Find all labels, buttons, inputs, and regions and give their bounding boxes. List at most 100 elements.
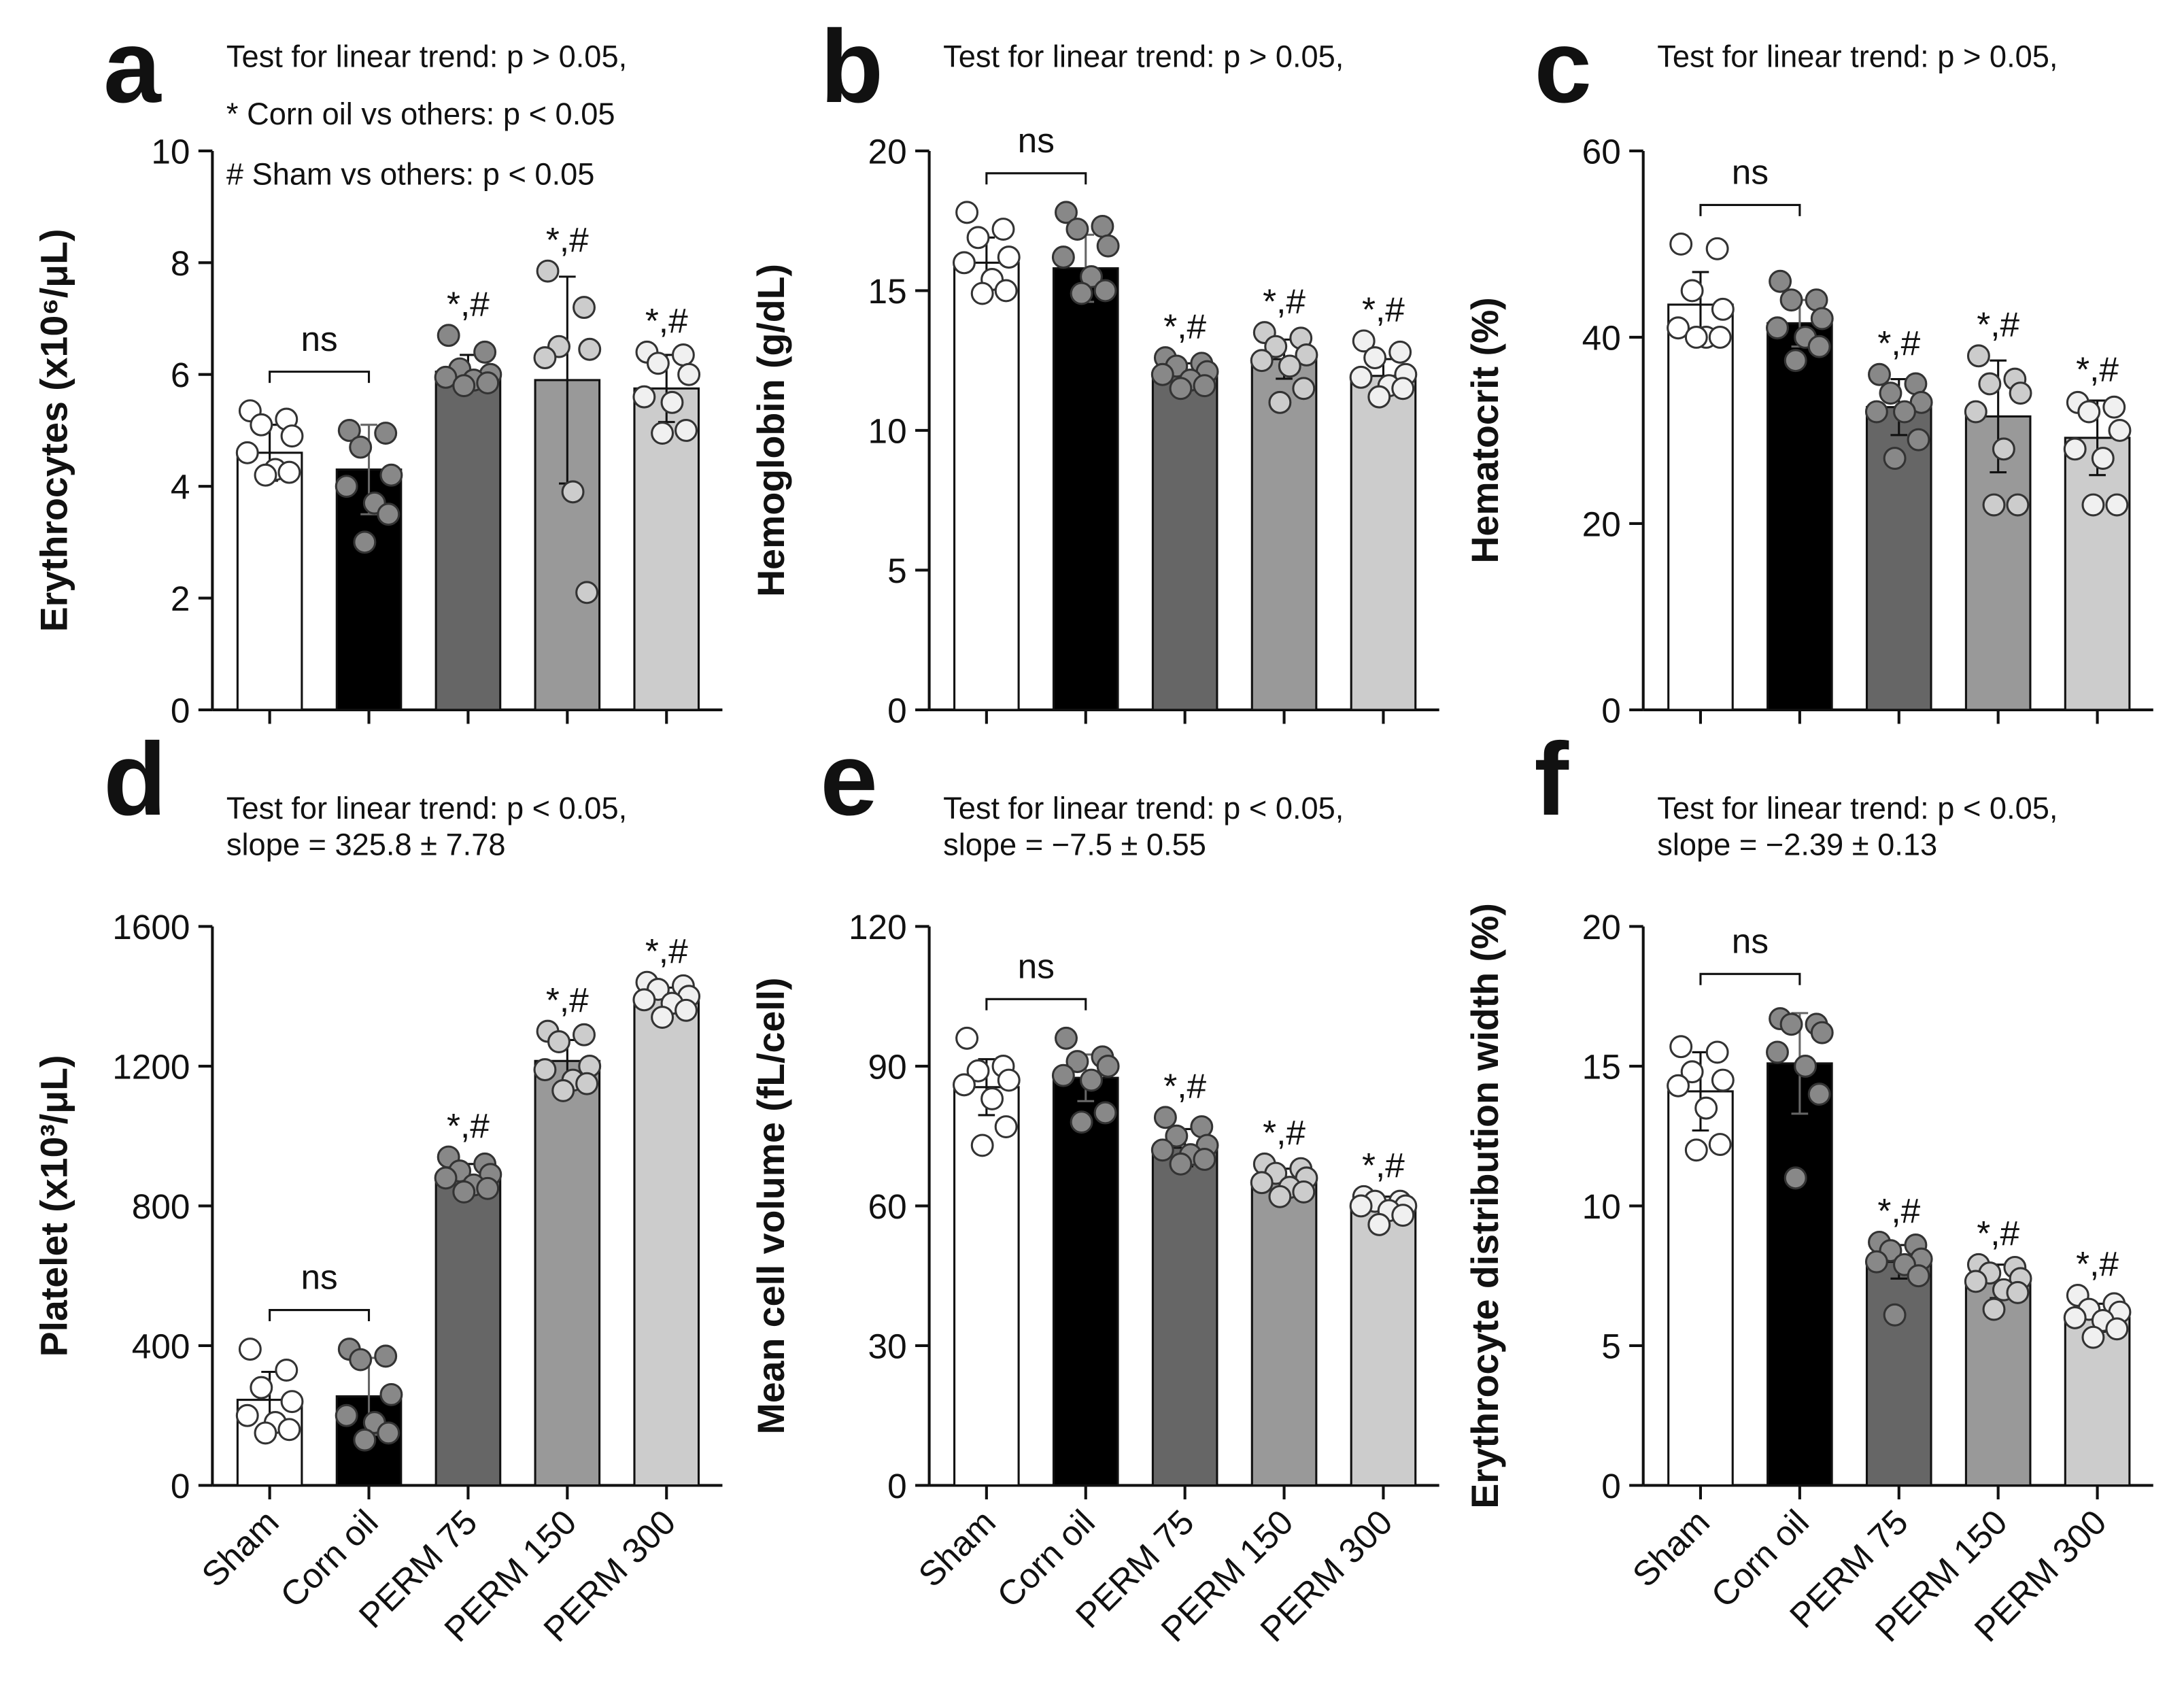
data-point: [1091, 214, 1114, 238]
data-point: [1150, 1138, 1174, 1162]
data-point: [1268, 390, 1292, 414]
data-point: [2108, 418, 2132, 442]
bar: [1250, 1179, 1318, 1487]
data-point: [2077, 400, 2101, 424]
data-point: [1153, 1106, 1177, 1129]
data-point: [1150, 362, 1174, 386]
y-tick-label: 30: [868, 1326, 907, 1365]
data-point: [379, 463, 403, 487]
data-point: [675, 998, 698, 1022]
data-point: [337, 418, 361, 442]
data-point: [1051, 245, 1075, 269]
data-point: [1864, 1250, 1888, 1274]
data-point: [353, 1428, 377, 1452]
data-point: [1680, 1060, 1704, 1084]
data-point: [1193, 374, 1216, 398]
y-tick-label: 20: [868, 131, 907, 171]
ns-bracket: [985, 998, 1087, 1010]
significance-label: *,#: [1263, 281, 1306, 320]
data-point: [1388, 340, 1412, 364]
data-point: [2006, 493, 2030, 517]
y-axis-label: Mean cell volume (fL/cell): [750, 977, 792, 1434]
x-tick-label: Sham: [194, 1502, 286, 1595]
ns-bracket: [269, 1309, 371, 1322]
data-point: [254, 463, 277, 487]
data-point: [1264, 335, 1288, 358]
bar: [1865, 1261, 1932, 1487]
y-tick-label: 2: [171, 579, 190, 618]
y-tick-label: 5: [1601, 1326, 1621, 1365]
data-point: [578, 337, 602, 361]
ns-bracket: [1699, 972, 1801, 985]
data-point: [1292, 1180, 1316, 1204]
data-point: [1065, 218, 1089, 241]
data-point: [1250, 349, 1274, 373]
y-tick-label: 0: [1601, 690, 1621, 730]
data-point: [353, 530, 377, 554]
data-point: [1784, 1166, 1807, 1190]
data-point: [533, 346, 557, 370]
y-tick-label: 0: [887, 1466, 907, 1505]
data-point: [991, 218, 1015, 241]
data-point: [533, 1058, 557, 1082]
data-point: [254, 1421, 277, 1445]
significance-label: *,#: [645, 301, 688, 340]
annotation: Test for linear trend: p > 0.05,: [943, 39, 1344, 74]
y-tick-label: 90: [868, 1046, 907, 1086]
data-point: [1055, 201, 1078, 224]
y-tick-label: 0: [171, 690, 190, 730]
data-point: [1096, 234, 1120, 258]
bar: [953, 261, 1020, 711]
y-tick-label: 6: [171, 355, 190, 394]
panel-label: a: [103, 9, 162, 124]
y-tick-label: 5: [887, 551, 907, 590]
ns-bracket: [985, 172, 1087, 185]
y-axis-label: Hematocrit (%): [1464, 297, 1506, 563]
significance-label: *,#: [1163, 306, 1206, 345]
significance-label: *,#: [1163, 1066, 1206, 1106]
data-point: [275, 1358, 298, 1382]
data-point: [1864, 400, 1888, 424]
data-point: [1982, 493, 2006, 517]
data-point: [1907, 428, 1930, 452]
data-point: [1055, 1026, 1078, 1050]
annotation: Test for linear trend: p < 0.05,: [943, 791, 1344, 826]
data-point: [1169, 377, 1193, 401]
y-tick-label: 8: [171, 243, 190, 283]
y-tick-label: 10: [151, 131, 190, 171]
bar: [1052, 1076, 1119, 1487]
data-point: [1966, 344, 1990, 368]
data-point: [1907, 1264, 1930, 1288]
significance-label: *,#: [645, 931, 688, 970]
bar: [1151, 1146, 1218, 1487]
ns-label: ns: [1732, 921, 1769, 961]
data-point: [1096, 1055, 1120, 1078]
y-tick-label: 60: [1582, 131, 1621, 171]
data-point: [1766, 1040, 1789, 1064]
data-point: [1807, 335, 1831, 358]
data-point: [2105, 493, 2129, 517]
data-point: [994, 1115, 1018, 1138]
significance-label: *,#: [447, 284, 490, 323]
x-tick-label: Sham: [1624, 1502, 1717, 1595]
panel-label: b: [820, 9, 883, 124]
ns-label: ns: [301, 319, 337, 358]
data-point: [1978, 372, 2002, 396]
y-tick-label: 15: [1582, 1046, 1621, 1086]
data-point: [1391, 1204, 1415, 1227]
y-tick-label: 20: [1582, 504, 1621, 543]
y-tick-label: 0: [887, 690, 907, 730]
significance-label: *,#: [2076, 349, 2119, 388]
data-point: [473, 340, 497, 364]
bar: [534, 1059, 601, 1487]
data-point: [955, 201, 979, 224]
y-tick-label: 0: [1601, 1466, 1621, 1505]
data-point: [379, 1382, 403, 1406]
data-point: [1705, 1040, 1729, 1064]
data-point: [1680, 279, 1704, 303]
data-point: [235, 441, 259, 464]
data-point: [1883, 1303, 1907, 1327]
y-tick-label: 10: [1582, 1187, 1621, 1226]
bar: [434, 1176, 502, 1487]
